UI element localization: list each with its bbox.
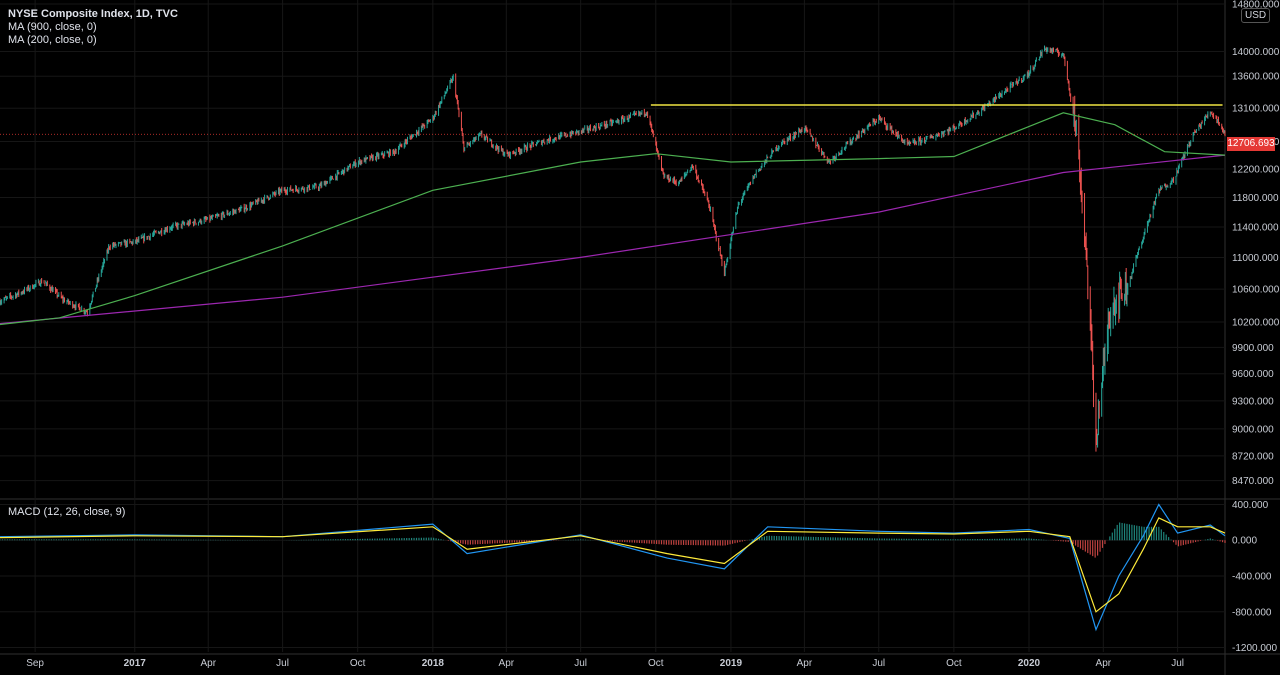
series-title[interactable]: NYSE Composite Index, 1D, TVC bbox=[8, 8, 178, 20]
time-tick-label: Jul bbox=[1171, 658, 1184, 669]
macd-tick-label: -800.000 bbox=[1232, 607, 1272, 618]
time-tick-label: Oct bbox=[946, 658, 962, 669]
time-tick-label: Jul bbox=[574, 658, 587, 669]
time-axis[interactable]: Sep 2017 Apr Jul Oct 2018 Apr Jul Oct 2019 Apr Jul O… bbox=[26, 658, 1184, 669]
price-tick-label: 8470.000 bbox=[1232, 476, 1274, 487]
price-tick-label: 11400.000 bbox=[1232, 222, 1279, 233]
price-pane[interactable] bbox=[0, 45, 1226, 452]
time-tick-label: Apr bbox=[1096, 658, 1112, 669]
time-tick-label: Jul bbox=[276, 658, 289, 669]
price-tick-label: 13100.000 bbox=[1232, 104, 1280, 115]
main-legend: NYSE Composite Index, 1D, TVC MA (900, c… bbox=[8, 8, 178, 47]
time-tick-label: Apr bbox=[200, 658, 216, 669]
time-tick-label: Sep bbox=[26, 658, 44, 669]
price-tick-label: 9300.000 bbox=[1232, 396, 1274, 407]
macd-legend[interactable]: MACD (12, 26, close, 9) bbox=[8, 506, 126, 518]
price-axis[interactable]: 14800.00014000.00013600.00013100.0001260… bbox=[1232, 0, 1280, 487]
price-tick-label: 12200.000 bbox=[1232, 165, 1280, 176]
price-tick-label: 10200.000 bbox=[1232, 317, 1280, 328]
macd-tick-label: -1200.000 bbox=[1232, 643, 1277, 654]
ma200-legend[interactable]: MA (200, close, 0) bbox=[8, 34, 97, 46]
time-tick-label: Apr bbox=[797, 658, 813, 669]
time-tick-label: 2019 bbox=[720, 658, 743, 669]
time-tick-label: Oct bbox=[648, 658, 664, 669]
ma200-line[interactable] bbox=[0, 112, 1226, 326]
macd-pane[interactable] bbox=[0, 503, 1226, 632]
ma900-legend[interactable]: MA (900, close, 0) bbox=[8, 21, 97, 33]
macd-axis[interactable]: 400.000 0.000 -400.000 -800.000 -1200.000 bbox=[1232, 500, 1277, 654]
price-tick-label: 8720.000 bbox=[1232, 451, 1274, 462]
macd-line[interactable] bbox=[0, 503, 1226, 632]
price-tick-label: 13600.000 bbox=[1232, 72, 1280, 83]
time-tick-label: Oct bbox=[350, 658, 366, 669]
price-tick-label: 10600.000 bbox=[1232, 285, 1280, 296]
last-price-tag: 12706.693 bbox=[1227, 137, 1275, 151]
time-tick-label: Apr bbox=[499, 658, 515, 669]
signal-line[interactable] bbox=[0, 517, 1226, 613]
time-tick-label: 2017 bbox=[124, 658, 147, 669]
price-tick-label: 9000.000 bbox=[1232, 424, 1274, 435]
price-tick-label: 14000.000 bbox=[1232, 47, 1280, 58]
price-tick-label: 11800.000 bbox=[1232, 193, 1279, 204]
time-tick-label: 2018 bbox=[422, 658, 445, 669]
price-tick-label: 9600.000 bbox=[1232, 369, 1274, 380]
macd-tick-label: 400.000 bbox=[1232, 500, 1269, 511]
macd-tick-label: 0.000 bbox=[1232, 536, 1257, 547]
macd-tick-label: -400.000 bbox=[1232, 572, 1272, 583]
price-tick-label: 14800.000 bbox=[1232, 0, 1280, 11]
ma900-line[interactable] bbox=[0, 154, 1226, 325]
time-tick-label: 2020 bbox=[1018, 658, 1041, 669]
currency-badge[interactable]: USD bbox=[1241, 8, 1271, 23]
time-tick-label: Jul bbox=[872, 658, 885, 669]
price-tick-label: 9900.000 bbox=[1232, 343, 1274, 354]
price-tick-label: 11000.000 bbox=[1232, 253, 1279, 264]
